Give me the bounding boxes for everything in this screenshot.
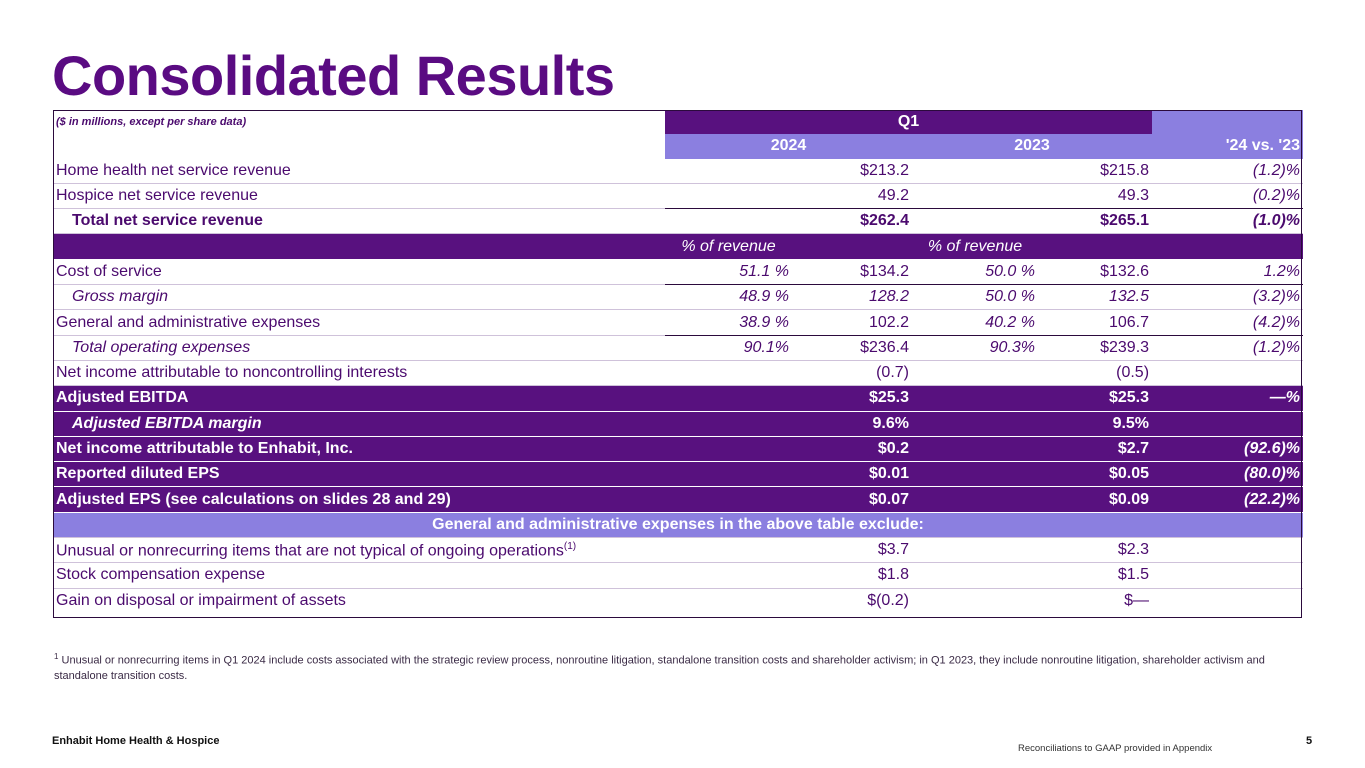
year-2023-header: 2023: [912, 134, 1153, 159]
footer-company: Enhabit Home Health & Hospice: [52, 735, 220, 747]
page-title: Consolidated Results: [52, 44, 615, 107]
units-label: ($ in millions, except per share data): [56, 116, 247, 129]
footer-note: Reconciliations to GAAP provided in Appe…: [1018, 743, 1213, 754]
table-row: Gain on disposal or impairment of assets…: [56, 591, 1150, 609]
table-row: Adjusted EBITDA margin 9.6% 9.5%: [53, 411, 1304, 437]
table-row: Total net service revenue $262.4 $265.1 …: [53, 208, 1304, 234]
footnote: 1 Unusual or nonrecurring items in Q1 20…: [54, 652, 1265, 682]
page-number: 5: [1306, 735, 1313, 747]
results-table: ($ in millions, except per share data) Q…: [53, 110, 1304, 613]
pct-header-row: % of revenue % of revenue: [53, 233, 1304, 260]
table-row: Net income attributable to Enhabit, Inc.…: [53, 436, 1304, 462]
year-2024-header: 2024: [665, 134, 912, 159]
table-row: Adjusted EBITDA $25.3 $25.3 —%: [53, 385, 1304, 412]
table-row: Home health net service revenue $213.2 $…: [53, 159, 1304, 184]
table-row: Unusual or nonrecurring items that are n…: [53, 538, 1304, 563]
change-header: '24 vs. '23: [1152, 110, 1304, 159]
table-row: General and administrative expenses 38.9…: [53, 310, 1304, 336]
table-row: Adjusted EPS (see calculations on slides…: [53, 486, 1304, 513]
table-row: Hospice net service revenue 49.2 49.3 (0…: [53, 183, 1304, 209]
exclude-header: General and administrative expenses in t…: [53, 512, 1304, 538]
table-row: Stock compensation expense $1.8 $1.5: [53, 563, 1304, 589]
table-row: Total operating expenses 90.1% $236.4 90…: [53, 334, 1304, 361]
table-row: Reported diluted EPS $0.01 $0.05 (80.0)%: [53, 461, 1304, 487]
exclude-header-row: General and administrative expenses in t…: [53, 512, 1304, 538]
table-row: Cost of service 51.1 % $134.2 50.0 % $13…: [53, 259, 1304, 285]
period-header: Q1: [665, 110, 1153, 135]
table-row: Gross margin 48.9 % 128.2 50.0 % 132.5 (…: [53, 284, 1304, 310]
table-row: Net income attributable to noncontrollin…: [53, 360, 1304, 386]
